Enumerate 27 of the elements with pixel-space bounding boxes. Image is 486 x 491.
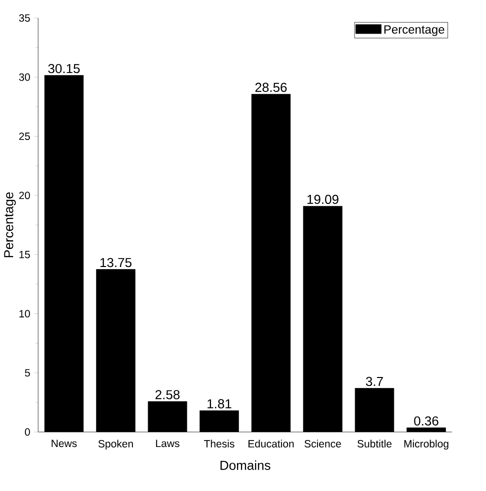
- y-tick-label: 10: [19, 310, 30, 318]
- data-label: 2.58: [156, 390, 180, 400]
- y-tick-label: 5: [24, 369, 30, 377]
- y-tick-label: 0: [24, 428, 30, 436]
- x-tick-label: Subtitle: [357, 440, 392, 448]
- data-label: 0.36: [414, 416, 438, 426]
- y-tick-label: 30: [19, 73, 30, 81]
- x-tick-label: Science: [304, 440, 341, 448]
- y-tick-label: 35: [19, 14, 30, 22]
- data-label: 1.81: [208, 399, 232, 408]
- x-tick-label: Laws: [156, 440, 180, 448]
- x-axis-title: Domains: [220, 460, 270, 470]
- data-label: 28.56: [255, 82, 287, 92]
- y-tick-label: 20: [19, 192, 30, 200]
- x-tick-label: News: [52, 440, 77, 448]
- y-tick-label: 25: [19, 132, 30, 140]
- x-tick-label: Thesis: [204, 440, 234, 448]
- data-label: 13.75: [100, 258, 132, 268]
- data-label: 3.7: [366, 376, 383, 386]
- x-tick-label: Education: [248, 440, 294, 448]
- x-tick-label: Spoken: [98, 440, 133, 450]
- legend-label: Percentage: [384, 25, 444, 36]
- data-label: 19.09: [307, 194, 338, 204]
- y-axis-title: Percentage: [4, 192, 16, 258]
- data-label: 30.15: [48, 64, 80, 74]
- x-tick-label: Microblog: [404, 440, 448, 450]
- y-tick-label: 15: [19, 250, 30, 258]
